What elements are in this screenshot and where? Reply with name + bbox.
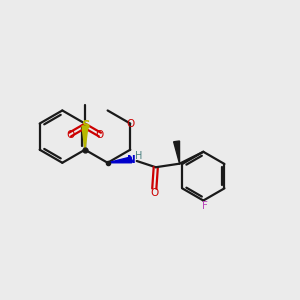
Polygon shape: [174, 141, 179, 164]
Text: H: H: [135, 151, 142, 161]
Text: F: F: [202, 201, 208, 211]
Text: N: N: [127, 155, 136, 165]
Polygon shape: [108, 157, 132, 163]
Text: O: O: [96, 130, 104, 140]
Text: O: O: [150, 188, 158, 198]
Polygon shape: [82, 126, 88, 150]
Text: O: O: [66, 130, 74, 140]
Text: O: O: [126, 118, 134, 128]
Text: S: S: [81, 119, 89, 132]
